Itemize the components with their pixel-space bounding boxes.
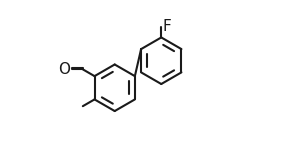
Text: O: O [58,62,70,77]
Text: F: F [162,19,171,34]
